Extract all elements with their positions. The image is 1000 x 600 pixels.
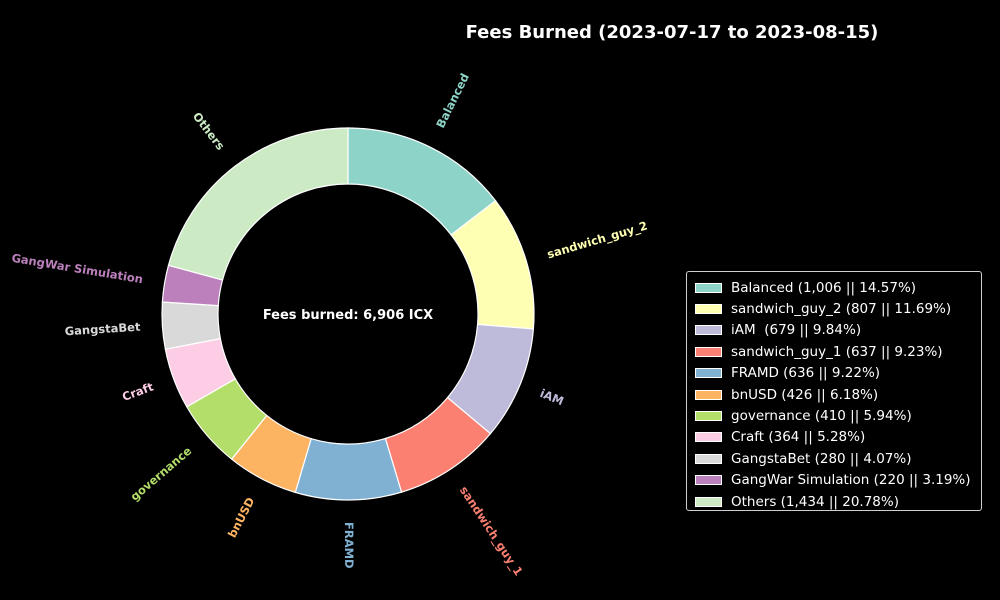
legend-item: bnUSD (426 || 6.18%) xyxy=(695,384,981,405)
legend-label: GangstaBet (280 || 4.07%) xyxy=(731,450,912,467)
legend-item: sandwich_guy_2 (807 || 11.69%) xyxy=(695,298,981,319)
legend-label: Balanced (1,006 || 14.57%) xyxy=(731,279,917,296)
legend-label: Others (1,434 || 20.78%) xyxy=(731,493,899,510)
slice-label-bnusd: bnUSD xyxy=(225,495,258,540)
legend-swatch xyxy=(695,389,722,400)
slice-label-sandwich-guy-1: sandwich_guy_1 xyxy=(456,484,526,579)
legend-item: Others (1,434 || 20.78%) xyxy=(695,491,981,512)
slice-framd xyxy=(294,437,403,501)
legend-swatch xyxy=(695,346,722,357)
legend-label: governance (410 || 5.94%) xyxy=(731,408,912,425)
slice-others xyxy=(167,127,349,281)
slice-label-governance: governance xyxy=(128,444,195,504)
slice-label-gangstabet: GangstaBet xyxy=(64,320,141,339)
legend-label: FRAMD (636 || 9.22%) xyxy=(731,365,881,382)
slice-label-iam: iAM xyxy=(538,386,566,408)
legend-item: FRAMD (636 || 9.22%) xyxy=(695,363,981,384)
slice-label-others: Others xyxy=(190,109,228,152)
legend-swatch xyxy=(695,475,722,486)
slices-group xyxy=(161,127,535,501)
legend-swatch xyxy=(695,368,722,379)
legend-item: GangstaBet (280 || 4.07%) xyxy=(695,448,981,469)
legend-swatch xyxy=(695,282,722,293)
legend-label: GangWar Simulation (220 || 3.19%) xyxy=(731,472,971,489)
center-label: Fees burned: 6,906 ICX xyxy=(263,308,433,323)
legend-item: sandwich_guy_1 (637 || 9.23%) xyxy=(695,341,981,362)
legend-item: Balanced (1,006 || 14.57%) xyxy=(695,277,981,298)
legend-swatch xyxy=(695,411,722,422)
legend: Balanced (1,006 || 14.57%) sandwich_guy_2… xyxy=(686,271,982,511)
legend-swatch xyxy=(695,453,722,464)
legend-swatch xyxy=(695,432,722,443)
legend-swatch xyxy=(695,325,722,336)
legend-item: iAM (679 || 9.84%) xyxy=(695,320,981,341)
slice-label-sandwich-guy-2: sandwich_guy_2 xyxy=(545,218,649,262)
legend-item: governance (410 || 5.94%) xyxy=(695,405,981,426)
legend-label: sandwich_guy_1 (637 || 9.23%) xyxy=(731,343,943,360)
legend-swatch xyxy=(695,496,722,507)
legend-label: sandwich_guy_2 (807 || 11.69%) xyxy=(731,301,952,318)
legend-label: iAM (679 || 9.84%) xyxy=(731,322,862,339)
slice-label-craft: Craft xyxy=(120,379,156,404)
legend-label: Craft (364 || 5.28%) xyxy=(731,429,866,446)
slice-label-balanced: Balanced xyxy=(433,71,472,130)
legend-swatch xyxy=(695,304,722,315)
slice-label-gangwar-simulation: GangWar Simulation xyxy=(11,251,144,287)
legend-label: bnUSD (426 || 6.18%) xyxy=(731,386,879,403)
legend-item: Craft (364 || 5.28%) xyxy=(695,427,981,448)
legend-item: GangWar Simulation (220 || 3.19%) xyxy=(695,470,981,491)
chart-title: Fees Burned (2023-07-17 to 2023-08-15) xyxy=(465,22,879,43)
slice-label-framd: FRAMD xyxy=(342,522,356,569)
